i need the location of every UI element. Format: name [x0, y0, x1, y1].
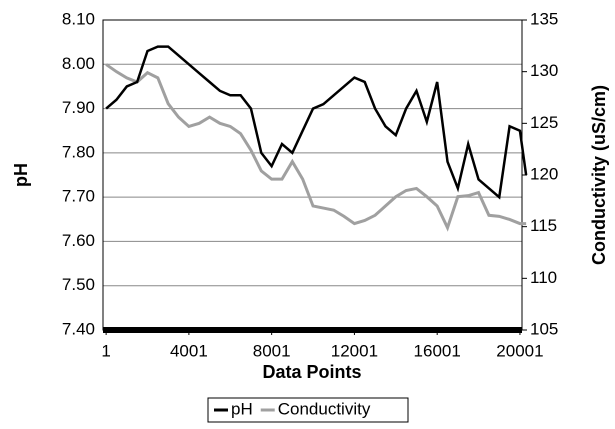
- y-tick-label: 8.00: [62, 54, 95, 73]
- y2-tick-label: 130: [530, 61, 558, 80]
- legend-label: pH: [231, 399, 253, 418]
- y2-tick-label: 135: [530, 9, 558, 28]
- y-tick-label: 7.40: [62, 319, 95, 338]
- y-tick-label: 7.50: [62, 275, 95, 294]
- y-tick-label: 7.60: [62, 231, 95, 250]
- series-line: [105, 45, 528, 200]
- y2-tick-label: 125: [530, 113, 558, 132]
- y-axis-label: pH: [11, 163, 31, 187]
- x-tick-label: 16001: [414, 341, 461, 360]
- y-tick-label: 7.70: [62, 187, 95, 206]
- plot-frame: [102, 19, 523, 331]
- x-tick-label: 20001: [496, 341, 543, 360]
- x-tick-label: 8001: [253, 341, 291, 360]
- y2-axis-label: Conductivity (uS/cm): [589, 85, 609, 265]
- legend-label: Conductivity: [278, 399, 371, 418]
- x-axis-label: Data Points: [262, 362, 361, 382]
- x-tick-label: 4001: [170, 341, 208, 360]
- x-tick-label: 1: [101, 341, 110, 360]
- x-tick-label: 12001: [331, 341, 378, 360]
- y-tick-label: 7.90: [62, 98, 95, 117]
- series-line: [105, 63, 527, 232]
- y2-tick-label: 120: [530, 164, 558, 183]
- y-tick-label: 7.80: [62, 142, 95, 161]
- legend-box: [207, 397, 409, 423]
- y2-tick-label: 105: [530, 319, 558, 338]
- y2-tick-label: 110: [530, 268, 557, 287]
- y-tick-label: 8.10: [62, 9, 95, 28]
- y2-tick-label: 115: [530, 216, 557, 235]
